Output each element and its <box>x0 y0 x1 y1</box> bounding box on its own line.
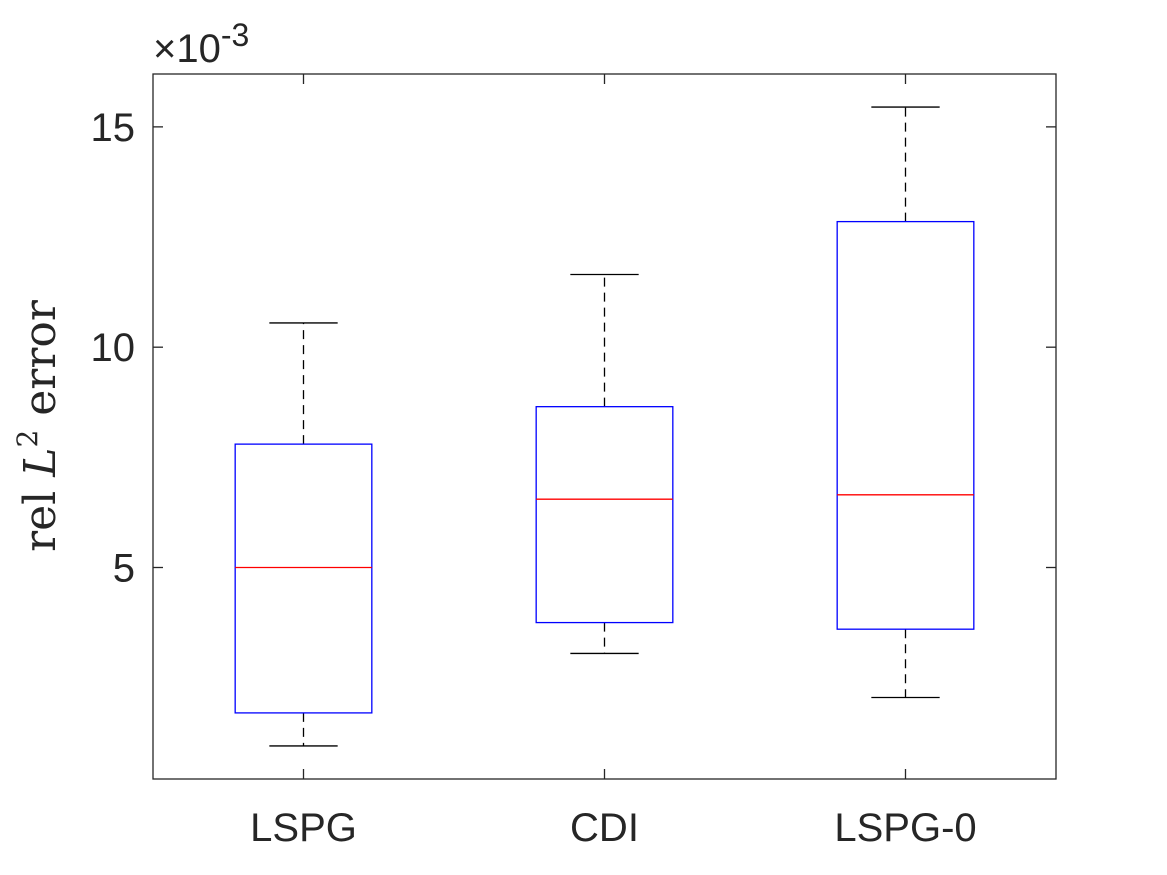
axis-ticks: LSPG CDI LSPG-0 5 10 15 <box>91 74 1056 850</box>
scale-exponent-power: -3 <box>221 17 249 53</box>
box-group-lspg-0 <box>836 106 975 699</box>
box-group-lspg <box>234 322 373 747</box>
box-group-cdi <box>535 273 674 655</box>
y-axis-label: rel L2 error <box>11 299 66 552</box>
y-tick-label-10: 10 <box>91 326 136 370</box>
x-tick-label-lspg: LSPG <box>250 806 357 850</box>
boxplot-marks <box>234 106 975 747</box>
y-axis-label-suffix: error <box>15 299 66 430</box>
y-axis-label-superscript: 2 <box>11 430 44 448</box>
y-axis-label-prefix: rel <box>15 477 66 552</box>
y-tick-label-5: 5 <box>113 547 135 591</box>
box-lspg <box>234 443 373 714</box>
scale-exponent-label: ×10-3 <box>153 17 249 71</box>
y-tick-label-15: 15 <box>91 106 136 150</box>
x-tick-label-lspg-0: LSPG-0 <box>834 806 976 850</box>
box-lspg-0 <box>836 220 975 630</box>
scale-exponent-base: ×10 <box>153 27 221 71</box>
y-axis-label-variable: L <box>15 448 66 478</box>
x-tick-label-cdi: CDI <box>570 806 639 850</box>
box-cdi <box>535 406 674 624</box>
plot-area <box>152 73 1057 780</box>
